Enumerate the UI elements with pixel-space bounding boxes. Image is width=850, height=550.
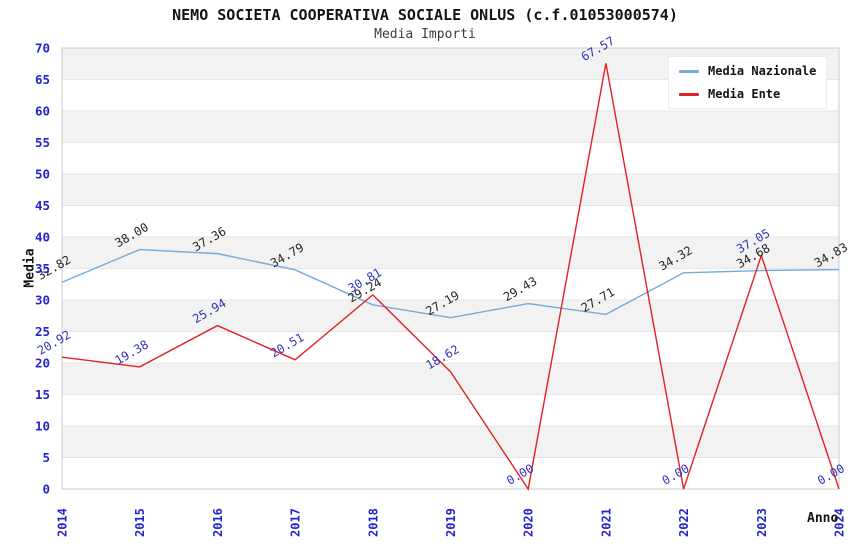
legend-item-media-nazionale: Media Nazionale: [679, 64, 816, 78]
y-tick-label: 65: [35, 72, 50, 87]
y-tick-label: 10: [35, 419, 50, 434]
legend-item-media-ente: Media Ente: [679, 87, 816, 101]
legend: Media Nazionale Media Ente: [668, 56, 828, 109]
grid-band: [62, 174, 839, 206]
grid-band: [62, 205, 839, 237]
grid-band: [62, 426, 839, 458]
y-tick-label: 20: [35, 356, 50, 371]
chart-title: NEMO SOCIETA COOPERATIVA SOCIALE ONLUS (…: [172, 6, 678, 24]
grid-band: [62, 363, 839, 395]
grid-band: [62, 268, 839, 300]
x-tick-label: 2023: [755, 508, 769, 537]
grid-band: [62, 237, 839, 269]
y-tick-label: 60: [35, 104, 50, 119]
x-tick-label: 2024: [833, 508, 847, 537]
grid-band: [62, 111, 839, 143]
y-tick-label: 0: [42, 482, 50, 497]
y-tick-label: 30: [35, 293, 50, 308]
x-tick-label: 2021: [599, 508, 613, 537]
x-tick-label: 2015: [133, 508, 147, 537]
grid-band: [62, 331, 839, 363]
y-tick-label: 5: [42, 450, 50, 465]
x-tick-label: 2014: [56, 508, 70, 537]
y-tick-label: 50: [35, 167, 50, 182]
y-tick-label: 55: [35, 135, 50, 150]
legend-label-nazionale: Media Nazionale: [708, 64, 817, 78]
x-tick-label: 2022: [677, 508, 691, 537]
grid-band: [62, 394, 839, 426]
y-tick-label: 40: [35, 230, 50, 245]
y-tick-label: 35: [35, 261, 50, 276]
legend-swatch-nazionale-icon: [679, 69, 699, 73]
x-tick-label: 2020: [522, 508, 536, 537]
y-tick-label: 45: [35, 198, 50, 213]
grid-band: [62, 457, 839, 489]
y-axis-title: Media: [22, 248, 38, 288]
x-tick-label: 2016: [211, 508, 225, 537]
y-tick-label: 15: [35, 387, 50, 402]
x-tick-label: 2017: [289, 508, 303, 537]
y-tick-label: 25: [35, 324, 50, 339]
grid-band: [62, 300, 839, 332]
chart-subtitle: Media Importi: [374, 27, 476, 42]
legend-label-ente: Media Ente: [708, 87, 781, 101]
y-tick-label: 70: [35, 41, 50, 56]
grid-band: [62, 142, 839, 174]
x-tick-label: 2019: [444, 508, 458, 537]
series-line-media-nazionale: [61, 248, 840, 319]
x-tick-label: 2018: [366, 508, 380, 537]
legend-swatch-ente-icon: [679, 92, 699, 96]
plot-border: [61, 47, 840, 490]
series-line-media-ente: [61, 63, 840, 491]
x-axis-title: Anno: [807, 511, 839, 526]
